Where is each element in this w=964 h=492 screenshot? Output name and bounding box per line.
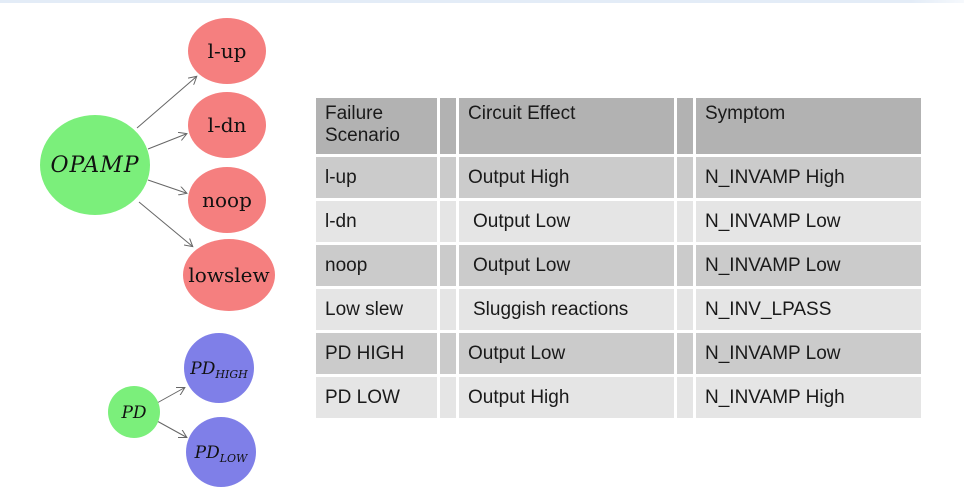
edge-opamp-l-dn	[147, 134, 186, 150]
node-l-dn: l-dn	[188, 92, 266, 158]
spacer-cell	[440, 201, 456, 242]
table-row: PD HIGH Output Low N_INVAMP Low	[316, 333, 921, 374]
cell-symptom: N_INVAMP Low	[696, 245, 921, 286]
cell-effect: Output Low	[459, 201, 674, 242]
failure-scenario-table: Failure Scenario Circuit Effect Symptom …	[313, 95, 924, 421]
spacer-cell	[440, 377, 456, 418]
table-row: PD LOW Output High N_INVAMP High	[316, 377, 921, 418]
node-l-up-shape	[188, 18, 266, 84]
node-opamp-label: OPAMP	[50, 153, 139, 178]
cell-symptom: N_INVAMP High	[696, 377, 921, 418]
node-pd-low: PDLOW	[186, 417, 256, 487]
node-pd-low-shape	[186, 417, 256, 487]
node-pd-shape	[108, 386, 160, 438]
edges-pd-tree	[156, 388, 186, 437]
cell-scenario: l-up	[316, 157, 437, 198]
node-pd-label: PD	[120, 403, 146, 423]
node-pd-high: PDHIGH	[184, 333, 254, 403]
node-noop-shape	[188, 167, 266, 233]
table-row: Low slew Sluggish reactions N_INV_LPASS	[316, 289, 921, 330]
edge-opamp-lowslew	[138, 201, 192, 246]
node-pd-high-label: PDHIGH	[189, 359, 248, 381]
edge-opamp-noop	[147, 179, 186, 193]
cell-scenario: PD LOW	[316, 377, 437, 418]
cell-scenario: Low slew	[316, 289, 437, 330]
node-lowslew: lowslew	[183, 239, 275, 311]
node-opamp: OPAMP	[40, 115, 150, 215]
node-pd-low-label-main: PD	[194, 443, 220, 463]
spacer-cell	[677, 157, 693, 198]
spacer-cell	[440, 157, 456, 198]
cell-symptom: N_INV_LPASS	[696, 289, 921, 330]
cell-symptom: N_INVAMP High	[696, 157, 921, 198]
node-pd-high-label-main: PD	[189, 359, 215, 379]
node-l-up: l-up	[188, 18, 266, 84]
table-header-row: Failure Scenario Circuit Effect Symptom	[316, 98, 921, 154]
edge-pd-pdlow	[156, 420, 186, 437]
node-pd-high-label-sub: HIGH	[214, 368, 248, 381]
node-l-up-label: l-up	[208, 39, 247, 63]
node-l-dn-shape	[188, 92, 266, 158]
node-pd-low-label-sub: LOW	[219, 452, 249, 465]
cell-symptom: N_INVAMP Low	[696, 333, 921, 374]
spacer-cell	[677, 245, 693, 286]
cell-effect: Sluggish reactions	[459, 289, 674, 330]
table-row: noop Output Low N_INVAMP Low	[316, 245, 921, 286]
node-pd-low-label: PDLOW	[194, 443, 249, 465]
spacer-cell	[677, 289, 693, 330]
edges-opamp-tree	[136, 77, 196, 246]
cell-effect: Output Low	[459, 245, 674, 286]
cell-effect: Output Low	[459, 333, 674, 374]
cell-symptom: N_INVAMP Low	[696, 201, 921, 242]
spacer-cell	[440, 289, 456, 330]
cell-scenario: PD HIGH	[316, 333, 437, 374]
header-symptom: Symptom	[696, 98, 921, 154]
node-pd: PD	[108, 386, 160, 438]
node-pd-high-shape	[184, 333, 254, 403]
edge-opamp-l-up	[136, 77, 196, 129]
node-noop: noop	[188, 167, 266, 233]
header-circuit-effect: Circuit Effect	[459, 98, 674, 154]
spacer-cell	[440, 245, 456, 286]
cell-scenario: noop	[316, 245, 437, 286]
node-noop-label: noop	[202, 188, 252, 212]
node-lowslew-shape	[183, 239, 275, 311]
spacer-cell	[677, 377, 693, 418]
table-row: l-up Output High N_INVAMP High	[316, 157, 921, 198]
header-failure-scenario: Failure Scenario	[316, 98, 437, 154]
edge-pd-pdhigh	[156, 388, 184, 404]
spacer-cell	[440, 333, 456, 374]
fault-tree-diagram: OPAMP l-up l-dn noop lowslew PD PDHIGH P…	[40, 18, 275, 487]
cell-effect: Output High	[459, 157, 674, 198]
node-l-dn-label: l-dn	[208, 113, 247, 137]
header-spacer-1	[440, 98, 456, 154]
spacer-cell	[677, 201, 693, 242]
node-lowslew-label: lowslew	[188, 263, 269, 287]
cell-scenario: l-dn	[316, 201, 437, 242]
header-spacer-2	[677, 98, 693, 154]
top-accent-strip	[0, 0, 964, 3]
spacer-cell	[677, 333, 693, 374]
node-opamp-shape	[40, 115, 150, 215]
table-row: l-dn Output Low N_INVAMP Low	[316, 201, 921, 242]
cell-effect: Output High	[459, 377, 674, 418]
